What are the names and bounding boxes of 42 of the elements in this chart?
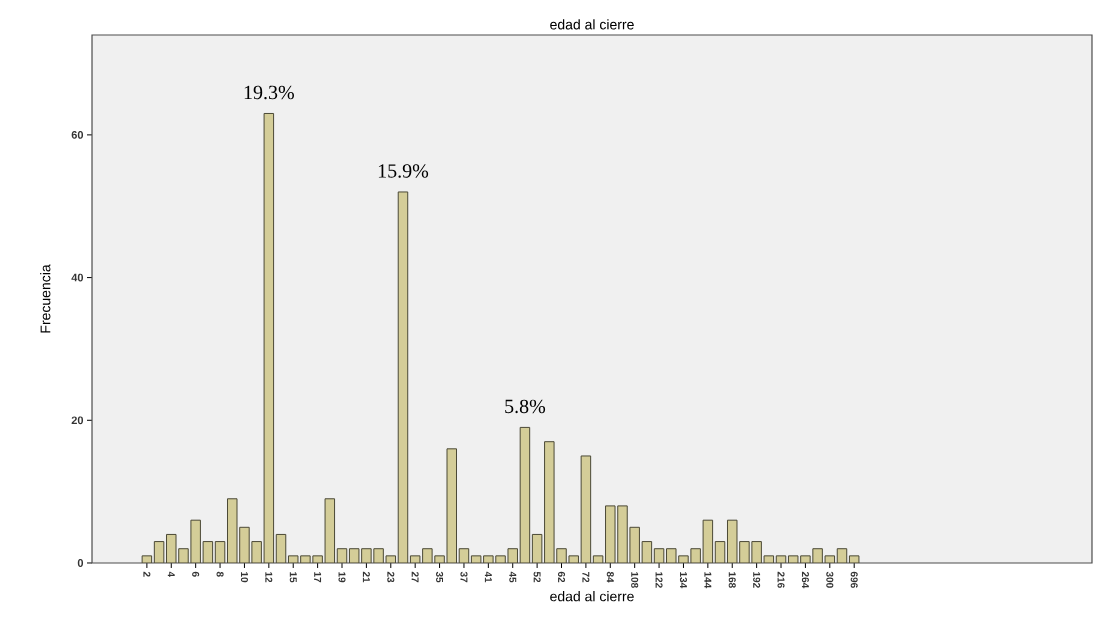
bar: [239, 526, 250, 563]
x-tick-label: 35: [436, 571, 444, 583]
x-tick-label: 300: [826, 571, 834, 588]
x-tick-label: 696: [850, 571, 858, 588]
x-tick-label: 168: [728, 572, 736, 588]
x-tick-label: 12: [265, 572, 273, 583]
chart-title: edad al cierre: [550, 19, 634, 30]
y-tick-label: 40: [71, 273, 84, 282]
x-tick-label: 15: [289, 572, 297, 583]
x-tick-label: 216: [777, 571, 785, 588]
y-tick-label: 0: [77, 559, 84, 567]
x-tick-label: 264: [801, 571, 809, 589]
x-tick-label: 10: [240, 572, 248, 583]
x-axis-title: edad al cierre: [550, 591, 634, 602]
x-tick-label: 41: [484, 571, 492, 583]
x-tick-label: 144: [704, 572, 712, 589]
x-tick-label: 37: [460, 571, 468, 583]
x-tick-label: 27: [411, 571, 419, 583]
x-tick-label: 192: [753, 572, 761, 588]
annotation: 5.8%: [505, 399, 546, 414]
x-tick-label: 108: [631, 572, 639, 588]
annotation: 19.3%: [244, 85, 294, 100]
x-tick-label: 21: [362, 571, 370, 583]
y-tick-label: 60: [71, 130, 84, 139]
x-tick-label: 122: [655, 572, 663, 588]
x-tick-label: 84: [606, 571, 614, 583]
x-tick-label: 52: [533, 571, 541, 583]
annotation: 15.9%: [378, 164, 429, 178]
x-tick-label: 19: [338, 572, 346, 583]
x-tick-label: 8: [216, 571, 224, 577]
y-axis-title: Frecuencia: [40, 264, 51, 333]
x-tick-label: 17: [314, 572, 322, 583]
y-tick-label: 20: [71, 416, 84, 425]
bar: [617, 505, 628, 563]
x-tick-label: 2: [143, 571, 151, 577]
x-tick-label: 6: [192, 571, 200, 577]
x-tick-label: 4: [167, 571, 175, 578]
x-tick-label: 134: [679, 572, 688, 589]
x-tick-label: 62: [557, 571, 566, 583]
x-tick-label: 23: [387, 571, 395, 583]
x-tick-label: 45: [509, 571, 517, 583]
x-tick-label: 72: [582, 571, 590, 583]
